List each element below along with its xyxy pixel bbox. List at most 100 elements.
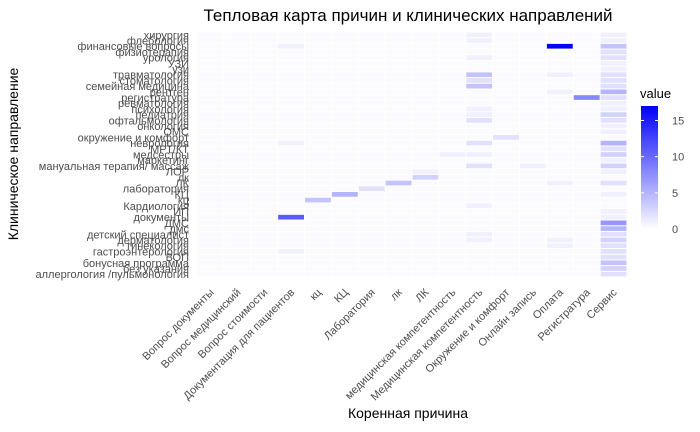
heatmap-cell-empty: [305, 123, 331, 129]
heatmap-cell-empty: [197, 32, 224, 38]
heatmap-cell-empty: [197, 203, 224, 209]
heatmap-cell-empty: [385, 66, 412, 72]
heatmap-cell-empty: [546, 192, 573, 197]
heatmap-cell-empty: [197, 100, 224, 106]
heatmap-cell-empty: [439, 220, 466, 226]
heatmap-cell-empty: [224, 89, 251, 95]
heatmap-cell: [600, 106, 627, 112]
heatmap-cell-empty: [305, 95, 331, 100]
heatmap-cell-empty: [358, 180, 385, 186]
heatmap-cell-empty: [224, 186, 251, 192]
heatmap-cell-empty: [331, 226, 358, 231]
heatmap-cell-empty: [278, 152, 304, 157]
heatmap-cell-empty: [358, 66, 385, 72]
heatmap-cell-empty: [305, 135, 331, 140]
heatmap-cell-empty: [493, 32, 519, 38]
heatmap-cell-empty: [573, 106, 600, 112]
heatmap-cell-empty: [305, 112, 331, 117]
heatmap-cell-empty: [224, 226, 251, 231]
heatmap-cell-empty: [385, 266, 412, 271]
heatmap-cell-empty: [305, 209, 331, 214]
heatmap-cell-empty: [251, 220, 278, 226]
heatmap-cell-empty: [358, 112, 385, 117]
heatmap-cell-empty: [358, 117, 385, 123]
heatmap-cell-empty: [412, 243, 439, 249]
heatmap-cell-empty: [224, 249, 251, 254]
heatmap-cell-empty: [331, 72, 358, 78]
heatmap-cell-empty: [305, 55, 331, 60]
heatmap-cell-empty: [493, 163, 519, 169]
heatmap-cell-empty: [573, 209, 600, 214]
heatmap-cell-empty: [493, 220, 519, 226]
heatmap-cell: [600, 89, 627, 95]
heatmap-cell-empty: [493, 203, 519, 209]
heatmap-cell-empty: [546, 78, 573, 83]
heatmap-cell-empty: [573, 129, 600, 135]
heatmap-cell-empty: [573, 72, 600, 78]
heatmap-cell: [466, 152, 493, 157]
y-tick-label: семейная медицина: [86, 81, 190, 93]
heatmap-cell-empty: [224, 112, 251, 117]
heatmap-cell-empty: [573, 140, 600, 146]
heatmap-cell-empty: [520, 180, 546, 186]
heatmap-cell-empty: [305, 49, 331, 55]
heatmap-cell-empty: [385, 49, 412, 55]
heatmap-cell: [278, 140, 304, 146]
heatmap-cell-empty: [520, 89, 546, 95]
heatmap-cell: [600, 266, 627, 271]
y-tick-label: рентген: [150, 87, 189, 99]
heatmap-cell: [466, 203, 493, 209]
heatmap-cell-empty: [305, 180, 331, 186]
heatmap-cell-empty: [385, 271, 412, 277]
heatmap-cell-empty: [305, 72, 331, 78]
y-tick-label: КЦ: [174, 189, 189, 201]
heatmap-cell-empty: [278, 83, 304, 89]
y-tick-label: бонусная программа: [83, 258, 190, 270]
heatmap-cell-empty: [412, 231, 439, 237]
heatmap-cell-empty: [251, 78, 278, 83]
heatmap-cell-empty: [546, 186, 573, 192]
x-tick-label: Медицинская компетентность: [369, 286, 486, 403]
heatmap-cell-empty: [520, 123, 546, 129]
heatmap-cell-empty: [385, 72, 412, 78]
heatmap-cell-empty: [358, 260, 385, 266]
heatmap-cell-empty: [331, 49, 358, 55]
heatmap-cell-empty: [546, 197, 573, 203]
heatmap-cell-empty: [358, 192, 385, 197]
heatmap-cell-empty: [358, 209, 385, 214]
heatmap-cell-empty: [466, 100, 493, 106]
heatmap-cell: [600, 140, 627, 146]
heatmap-cell-empty: [493, 106, 519, 112]
heatmap-cell-empty: [278, 192, 304, 197]
heatmap-cell-empty: [439, 123, 466, 129]
heatmap-cell-empty: [412, 226, 439, 231]
heatmap-cell-empty: [331, 266, 358, 271]
heatmap-cell-empty: [197, 163, 224, 169]
heatmap-cell-empty: [493, 83, 519, 89]
heatmap-cell-empty: [412, 117, 439, 123]
legend-tick-label: 10: [672, 152, 684, 164]
heatmap-cell-empty: [493, 249, 519, 254]
heatmap-cell-empty: [305, 174, 331, 180]
legend-ticks: 0 5 10 15: [641, 115, 684, 236]
heatmap-cell-empty: [520, 169, 546, 174]
heatmap-cell: [466, 112, 493, 117]
heatmap-cell-empty: [520, 237, 546, 243]
heatmap-cell-empty: [331, 186, 358, 192]
heatmap-cell-empty: [278, 180, 304, 186]
heatmap-cell-empty: [331, 112, 358, 117]
heatmap-cell-empty: [466, 254, 493, 260]
heatmap-cell-empty: [493, 226, 519, 231]
heatmap-cell-empty: [466, 89, 493, 95]
heatmap-cell-empty: [197, 192, 224, 197]
heatmap-cell-empty: [439, 209, 466, 214]
heatmap-cell-empty: [439, 32, 466, 38]
heatmap-cell-empty: [385, 89, 412, 95]
heatmap-cell-empty: [358, 49, 385, 55]
heatmap-cell-empty: [412, 60, 439, 66]
heatmap-cell-empty: [331, 254, 358, 260]
heatmap-cell-empty: [251, 43, 278, 49]
heatmap-cell-empty: [331, 135, 358, 140]
heatmap-cell-empty: [358, 254, 385, 260]
heatmap-cell-empty: [412, 146, 439, 152]
